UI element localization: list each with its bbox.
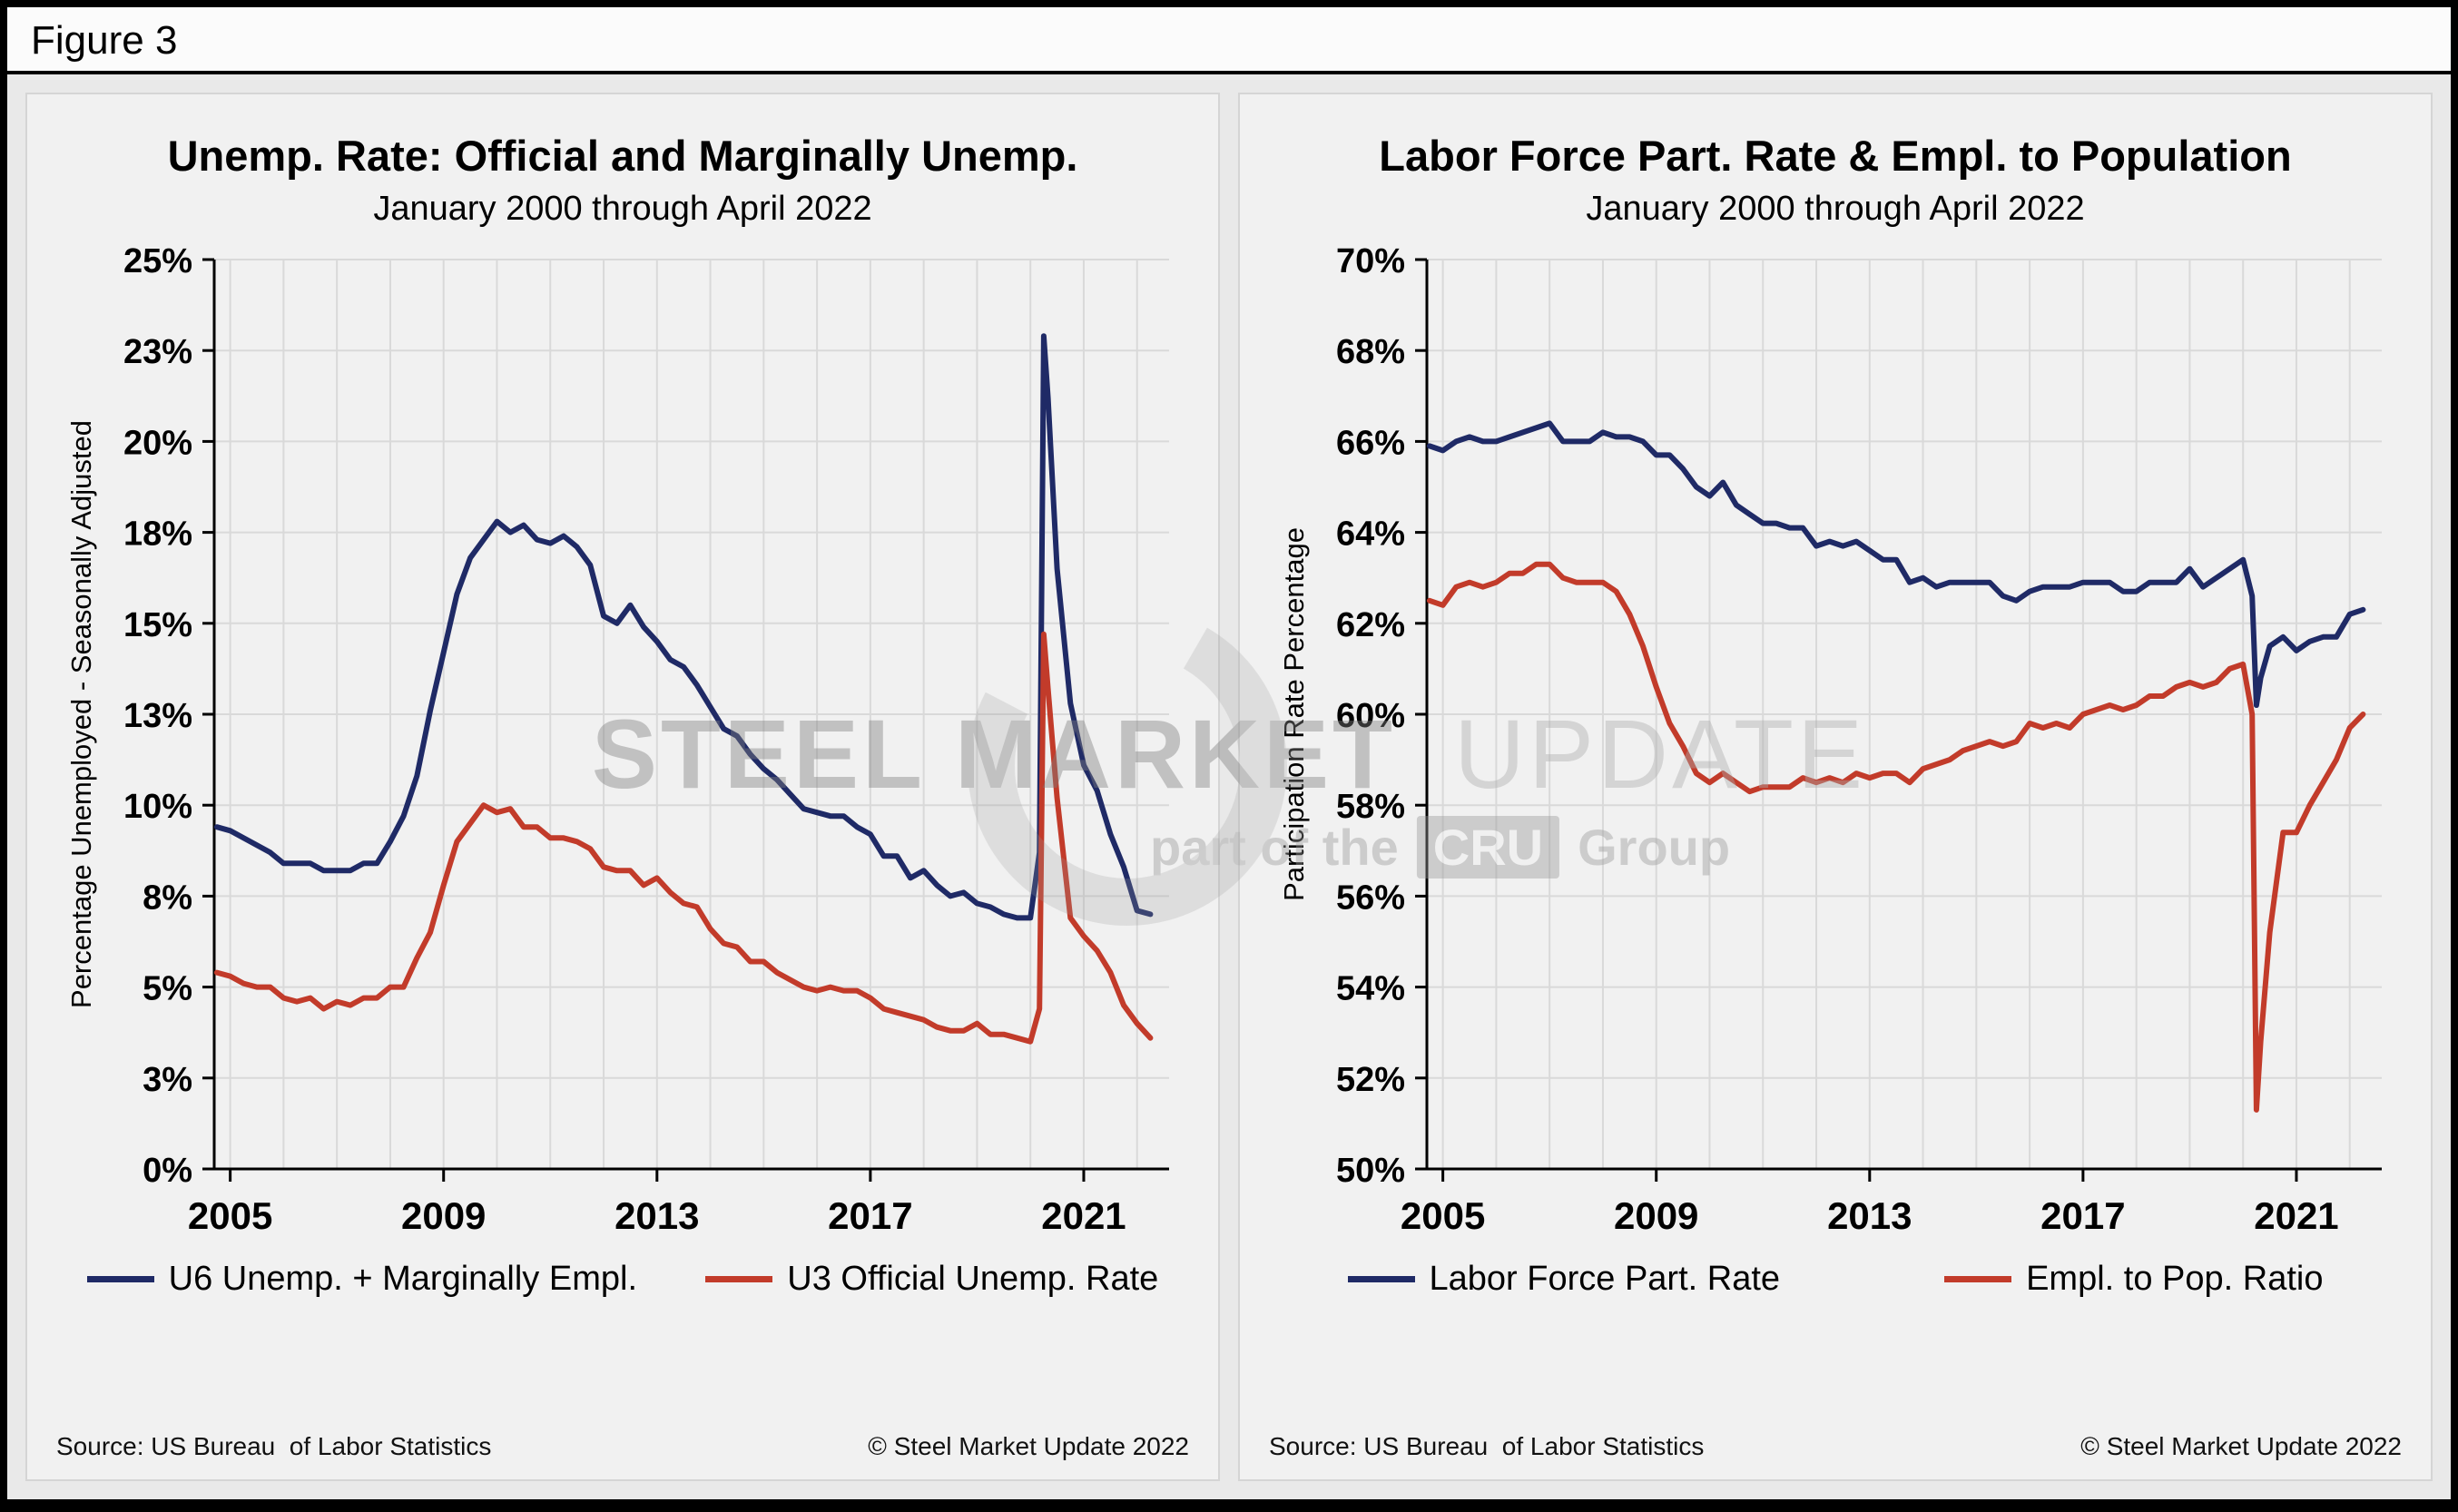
u3-line-swatch bbox=[705, 1276, 773, 1282]
svg-text:20%: 20% bbox=[123, 424, 192, 462]
svg-text:2017: 2017 bbox=[2040, 1194, 2125, 1237]
svg-text:23%: 23% bbox=[123, 333, 192, 371]
legend-item-u3: U3 Official Unemp. Rate bbox=[705, 1260, 1158, 1299]
right-chart-legend: Labor Force Part. Rate Empl. to Pop. Rat… bbox=[1265, 1260, 2405, 1299]
legend-item-u6: U6 Unemp. + Marginally Empl. bbox=[86, 1260, 637, 1299]
epop-legend-label: Empl. to Pop. Ratio bbox=[2026, 1260, 2324, 1298]
panel-participation-rate: Labor Force Part. Rate & Empl. to Popula… bbox=[1238, 93, 2433, 1481]
svg-text:56%: 56% bbox=[1336, 879, 1405, 917]
svg-text:2013: 2013 bbox=[614, 1194, 699, 1237]
svg-text:5%: 5% bbox=[143, 970, 192, 1008]
figure-label: Figure 3 bbox=[31, 18, 178, 63]
svg-text:70%: 70% bbox=[1336, 242, 1405, 280]
svg-text:25%: 25% bbox=[123, 242, 192, 280]
svg-text:13%: 13% bbox=[123, 697, 192, 735]
left-panel-footer: Source: US Bureau of Labor Statistics © … bbox=[53, 1423, 1193, 1467]
svg-text:60%: 60% bbox=[1336, 697, 1405, 735]
right-panel-footer: Source: US Bureau of Labor Statistics © … bbox=[1265, 1423, 2405, 1467]
svg-text:2013: 2013 bbox=[1827, 1194, 1912, 1237]
svg-text:52%: 52% bbox=[1336, 1061, 1405, 1099]
right-source-note: Source: US Bureau of Labor Statistics bbox=[1269, 1432, 1705, 1460]
left-source-note: Source: US Bureau of Labor Statistics bbox=[56, 1432, 492, 1460]
svg-text:3%: 3% bbox=[143, 1061, 192, 1099]
left-chart-subtitle: January 2000 through April 2022 bbox=[373, 190, 872, 228]
left-chart-legend: U6 Unemp. + Marginally Empl. U3 Official… bbox=[53, 1260, 1193, 1299]
svg-text:62%: 62% bbox=[1336, 606, 1405, 644]
left-chart-canvas: 0% 3% 5% 8% 10% 13% 15% 18% 20% 23% 25% 2005 2009 201… bbox=[65, 242, 1169, 1237]
panel-unemployment-rate: Unemp. Rate: Official and Marginally Une… bbox=[25, 93, 1220, 1481]
right-chart-subtitle: January 2000 through April 2022 bbox=[1586, 190, 2085, 228]
epop-line-swatch bbox=[1944, 1276, 2012, 1282]
left-copyright-note: © Steel Market Update 2022 bbox=[868, 1432, 1189, 1460]
svg-text:0%: 0% bbox=[143, 1152, 192, 1190]
right-chart-title: Labor Force Part. Rate & Empl. to Popula… bbox=[1379, 132, 2292, 180]
u3-legend-label: U3 Official Unemp. Rate bbox=[787, 1260, 1159, 1298]
svg-text:Participation Rate Percentage: Participation Rate Percentage bbox=[1278, 527, 1310, 901]
svg-text:50%: 50% bbox=[1336, 1152, 1405, 1190]
u6-legend-label: U6 Unemp. + Marginally Empl. bbox=[168, 1260, 637, 1298]
svg-text:68%: 68% bbox=[1336, 333, 1405, 371]
right-chart-canvas: 50% 52% 54% 56% 58% 60% 62% 64% 66% 68% 70% 2005 200… bbox=[1278, 242, 2382, 1237]
svg-text:10%: 10% bbox=[123, 788, 192, 826]
svg-text:2017: 2017 bbox=[828, 1194, 912, 1237]
legend-item-lfpr: Labor Force Part. Rate bbox=[1347, 1260, 1781, 1299]
svg-text:2021: 2021 bbox=[2254, 1194, 2338, 1237]
svg-text:2005: 2005 bbox=[188, 1194, 272, 1237]
right-copyright-note: © Steel Market Update 2022 bbox=[2080, 1432, 2402, 1460]
svg-text:2009: 2009 bbox=[401, 1194, 486, 1237]
svg-text:66%: 66% bbox=[1336, 424, 1405, 462]
svg-text:2005: 2005 bbox=[1401, 1194, 1485, 1237]
left-chart-title: Unemp. Rate: Official and Marginally Une… bbox=[167, 132, 1078, 180]
svg-text:8%: 8% bbox=[143, 879, 192, 917]
svg-text:Percentage Unemployed - Season: Percentage Unemployed - Seasonally Adjus… bbox=[65, 420, 97, 1008]
lfpr-line-swatch bbox=[1347, 1276, 1415, 1282]
svg-text:18%: 18% bbox=[123, 515, 192, 554]
lfpr-legend-label: Labor Force Part. Rate bbox=[1429, 1260, 1781, 1298]
charts-area: Unemp. Rate: Official and Marginally Une… bbox=[7, 74, 2451, 1499]
svg-text:2021: 2021 bbox=[1041, 1194, 1126, 1237]
figure-header: Figure 3 bbox=[7, 7, 2451, 74]
u6-line-swatch bbox=[86, 1276, 154, 1282]
svg-text:64%: 64% bbox=[1336, 515, 1405, 554]
svg-text:54%: 54% bbox=[1336, 970, 1405, 1008]
svg-text:15%: 15% bbox=[123, 606, 192, 644]
legend-item-epop: Empl. to Pop. Ratio bbox=[1944, 1260, 2323, 1299]
svg-text:58%: 58% bbox=[1336, 788, 1405, 826]
svg-text:2009: 2009 bbox=[1614, 1194, 1698, 1237]
